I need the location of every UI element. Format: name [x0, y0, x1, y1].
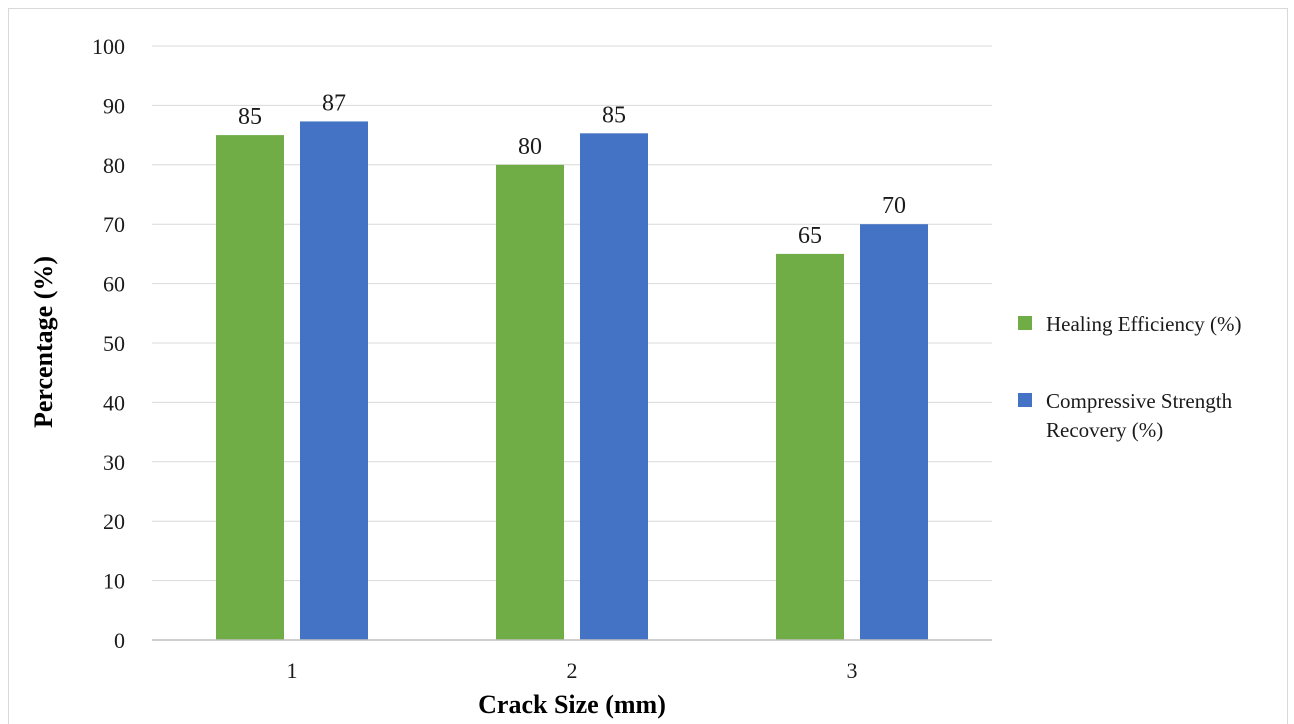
- data-label-healing-efficiency-3: 65: [798, 223, 822, 249]
- bars: [216, 121, 928, 641]
- y-tick-label-100: 100: [92, 34, 125, 59]
- x-axis-title: Crack Size (mm): [478, 690, 666, 719]
- bar-compressive-strength-1: [300, 121, 368, 641]
- bar-healing-efficiency-2: [496, 164, 564, 641]
- data-label-compressive-strength-3: 70: [882, 193, 906, 219]
- legend-label-line-1: Compressive Strength: [1046, 389, 1233, 413]
- y-tick-label-10: 10: [103, 569, 125, 594]
- y-tick-label-70: 70: [103, 212, 125, 237]
- data-label-compressive-strength-2: 85: [602, 102, 626, 128]
- y-axis-title: Percentage (%): [29, 256, 58, 428]
- y-tick-label-50: 50: [103, 331, 125, 356]
- y-tick-label-30: 30: [103, 450, 125, 475]
- legend: Healing Efficiency (%) Compressive Stren…: [1018, 312, 1242, 442]
- y-tick-label-90: 90: [103, 93, 125, 118]
- bar-compressive-strength-2: [580, 133, 648, 640]
- legend-label-line-2: Recovery (%): [1046, 418, 1163, 442]
- legend-item-compressive-strength: Compressive Strength Recovery (%): [1018, 389, 1237, 442]
- y-tick-label-60: 60: [103, 272, 125, 297]
- bar-healing-efficiency-3: [776, 253, 844, 640]
- y-tick-label-40: 40: [103, 390, 125, 415]
- x-tick-label-3: 3: [847, 658, 858, 683]
- y-tick-label-80: 80: [103, 153, 125, 178]
- tick-labels: 0 10 20 30 40 50 60 70 80 90 100 1 2 3: [92, 34, 858, 683]
- legend-label-compressive-strength: Compressive Strength Recovery (%): [1046, 389, 1237, 442]
- y-tick-label-20: 20: [103, 509, 125, 534]
- gridlines: [152, 45, 992, 582]
- bar-healing-efficiency-1: [216, 135, 284, 640]
- legend-swatch-compressive-strength: [1018, 393, 1032, 407]
- legend-label-healing-efficiency: Healing Efficiency (%): [1046, 312, 1242, 336]
- data-labels: 85 80 65 87 85 70: [238, 90, 906, 248]
- legend-swatch-healing-efficiency: [1018, 316, 1032, 330]
- data-label-healing-efficiency-2: 80: [518, 134, 542, 160]
- x-tick-label-1: 1: [287, 658, 298, 683]
- bar-compressive-strength-3: [860, 224, 928, 640]
- data-label-healing-efficiency-1: 85: [238, 104, 262, 130]
- x-tick-label-2: 2: [567, 658, 578, 683]
- legend-item-healing-efficiency: Healing Efficiency (%): [1018, 312, 1242, 336]
- y-tick-label-0: 0: [114, 628, 125, 653]
- data-label-compressive-strength-1: 87: [322, 90, 346, 116]
